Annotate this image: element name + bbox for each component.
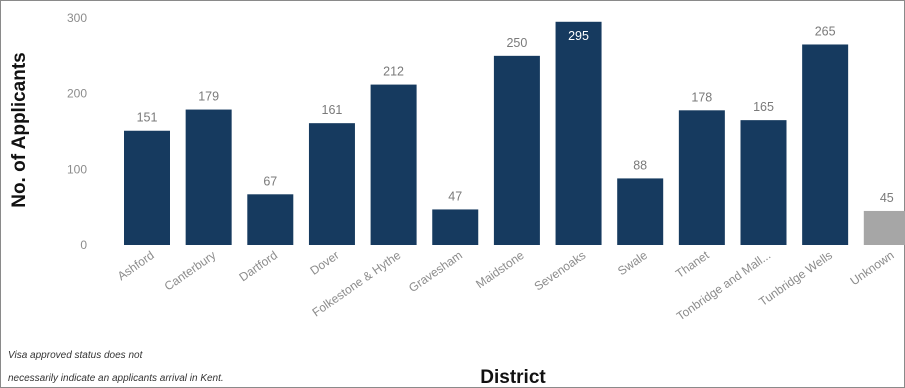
x-tick-label-unknown: Unknown — [848, 248, 897, 288]
footnote-line-2: necessarily indicate an applicants arriv… — [8, 373, 224, 384]
y-axis-title: No. of Applicants — [9, 52, 30, 208]
value-label-unknown: 45 — [880, 191, 894, 205]
x-tick-label-ashford: Ashford — [115, 248, 157, 283]
x-tick-label-gravesham: Gravesham — [406, 248, 465, 295]
y-tick-label: 100 — [67, 162, 87, 176]
value-label-gravesham: 47 — [448, 189, 462, 203]
value-label-thanet: 178 — [691, 90, 712, 104]
x-axis-ticks: Ashford Canterbury Dartford DoverFolkestone… — [115, 248, 897, 324]
value-label-ashford: 151 — [137, 111, 158, 125]
value-label-tonbridge-and-mall: 165 — [753, 100, 774, 114]
bar-unknown — [863, 210, 905, 245]
value-label-maidstone: 250 — [506, 36, 527, 50]
x-tick-label-swale: Swale — [615, 248, 650, 278]
x-tick-label-dartford: Dartford — [236, 248, 280, 284]
bar-folkestone-hythe — [370, 84, 417, 245]
bar-maidstone — [493, 55, 540, 246]
bar-thanet — [678, 110, 725, 246]
y-tick-label: 300 — [67, 11, 87, 25]
value-label-swale: 88 — [633, 158, 647, 172]
bar-swale — [617, 178, 664, 245]
value-label-dartford: 67 — [263, 174, 277, 188]
bar-dartford — [247, 194, 294, 245]
x-tick-label-thanet: Thanet — [673, 248, 712, 281]
value-label-tunbridge-wells: 265 — [815, 24, 836, 38]
bar-gravesham — [432, 209, 479, 245]
bar-ashford — [124, 130, 170, 245]
x-tick-label-dover: Dover — [307, 248, 341, 278]
x-tick-label-maidstone: Maidstone — [473, 248, 527, 291]
bar-dover — [308, 123, 355, 245]
bar-sevenoaks — [555, 21, 602, 246]
x-tick-label-canterbury: Canterbury — [162, 248, 219, 294]
bar-tonbridge-and-mall — [740, 120, 787, 245]
bar-tunbridge-wells — [802, 44, 849, 245]
y-tick-label: 200 — [67, 87, 87, 101]
value-label-folkestone-hythe: 212 — [383, 65, 404, 79]
y-tick-label: 0 — [80, 238, 87, 252]
y-axis-ticks: 0 100 200 300 — [67, 11, 87, 252]
value-label-canterbury: 179 — [198, 90, 219, 104]
data-labels: 151 179 67 161 212 47 250 295 88 178 165 265 45 — [137, 24, 894, 204]
x-axis-title: District — [480, 367, 546, 388]
bar-series — [124, 21, 905, 246]
bar-canterbury — [185, 109, 232, 245]
footnote-line-1: Visa approved status does not — [8, 350, 144, 361]
x-tick-label-sevenoaks: Sevenoaks — [532, 248, 589, 294]
value-label-dover: 161 — [322, 103, 343, 117]
value-label-sevenoaks: 295 — [568, 29, 589, 43]
